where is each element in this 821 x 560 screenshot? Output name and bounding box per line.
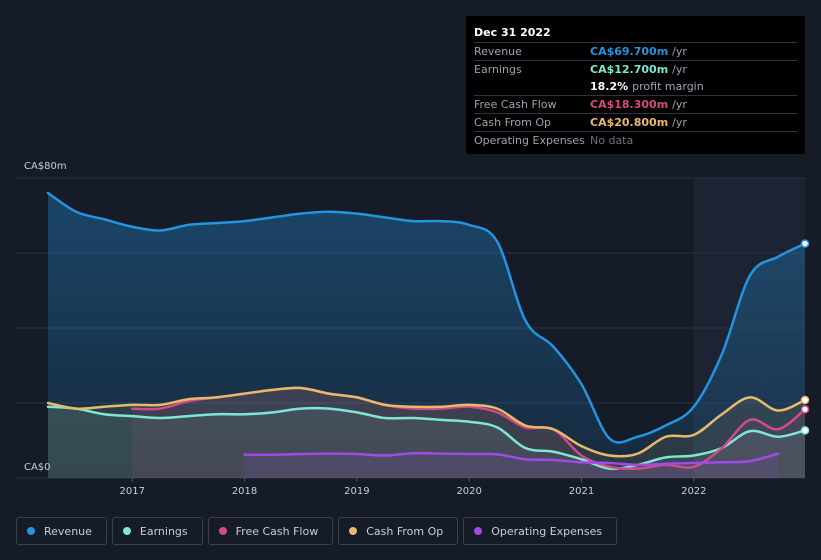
tooltip-label: Free Cash Flow [474, 98, 557, 111]
x-tick-label: 2019 [344, 486, 369, 497]
legend-label: Revenue [44, 524, 92, 538]
tooltip-unit: /yr [672, 98, 687, 111]
earnings-line [46, 405, 807, 471]
legend-label: Cash From Op [366, 524, 444, 538]
legend-dot-icon [122, 527, 131, 535]
legend-item-earnings[interactable]: Earnings [111, 517, 203, 545]
operating-expenses-line [243, 451, 780, 467]
tooltip-row-earnings: Earnings CA$12.700m /yr [474, 60, 797, 78]
x-tick-label: 2017 [120, 486, 145, 497]
profit-margin-value: 18.2% [590, 80, 629, 93]
tooltip-unit: /yr [672, 45, 687, 58]
legend-item-free-cash-flow[interactable]: Free Cash Flow [207, 517, 334, 545]
legend-item-cash-from-op[interactable]: Cash From Op [338, 517, 459, 545]
chart-legend: Revenue Earnings Free Cash Flow Cash Fro… [16, 517, 618, 547]
earnings-area [48, 406, 805, 478]
profit-margin-text: profit margin [632, 80, 704, 93]
tooltip-unit: /yr [672, 63, 687, 76]
earnings-end-point [800, 426, 810, 435]
revenue-line [46, 191, 807, 444]
legend-dot-icon [218, 527, 227, 535]
legend-label: Operating Expenses [491, 524, 603, 538]
operating-expenses-area [244, 453, 779, 478]
legend-label: Earnings [139, 524, 188, 538]
tooltip-label: Cash From Op [474, 116, 552, 129]
legend-dot-icon [27, 527, 35, 535]
cash-from-op-area [48, 387, 805, 478]
tooltip-row-opex: Operating Expenses No data [474, 131, 797, 149]
tooltip-unit: /yr [672, 116, 687, 129]
cash-from-op-end-point [800, 395, 810, 405]
legend-item-revenue[interactable]: Revenue [16, 517, 107, 545]
tooltip-value: CA$18.300m [590, 98, 669, 111]
tooltip-label: Operating Expenses [474, 134, 585, 147]
legend-dot-icon [474, 527, 483, 535]
legend-label: Free Cash Flow [235, 524, 319, 538]
free-cash-flow-end-point [800, 405, 810, 414]
tooltip-value: CA$69.700m [590, 45, 669, 58]
revenue-area [48, 193, 805, 478]
tooltip-date: Dec 31 2022 [474, 26, 551, 39]
tooltip-value: CA$12.700m [590, 63, 669, 76]
tooltip-label: Revenue [474, 45, 522, 58]
x-tick-label: 2022 [681, 486, 706, 497]
tooltip-row-revenue: Revenue CA$69.700m /yr [474, 42, 797, 60]
tooltip-no-data: No data [590, 134, 634, 147]
y-axis-max-label: CA$80m [24, 161, 67, 172]
x-tick-label: 2020 [456, 486, 481, 497]
free-cash-flow-area [132, 387, 805, 478]
x-tick-label: 2021 [569, 486, 594, 497]
legend-item-operating-expenses[interactable]: Operating Expenses [463, 517, 618, 545]
legend-dot-icon [349, 527, 358, 535]
tooltip-row-fcf: Free Cash Flow CA$18.300m /yr [474, 95, 797, 113]
tooltip-label: Earnings [474, 63, 522, 76]
x-tick-label: 2018 [232, 486, 257, 497]
data-tooltip: Dec 31 2022 Revenue CA$69.700m /yr Earni… [466, 16, 805, 154]
tooltip-value: CA$20.800m [590, 116, 669, 129]
cash-from-op-line [46, 386, 807, 458]
tooltip-row-cfo: Cash From Op CA$20.800m /yr [474, 113, 797, 131]
y-axis-min-label: CA$0 [24, 462, 51, 473]
tooltip-row-margin: 18.2% profit margin [474, 78, 797, 95]
revenue-end-point [800, 239, 810, 248]
